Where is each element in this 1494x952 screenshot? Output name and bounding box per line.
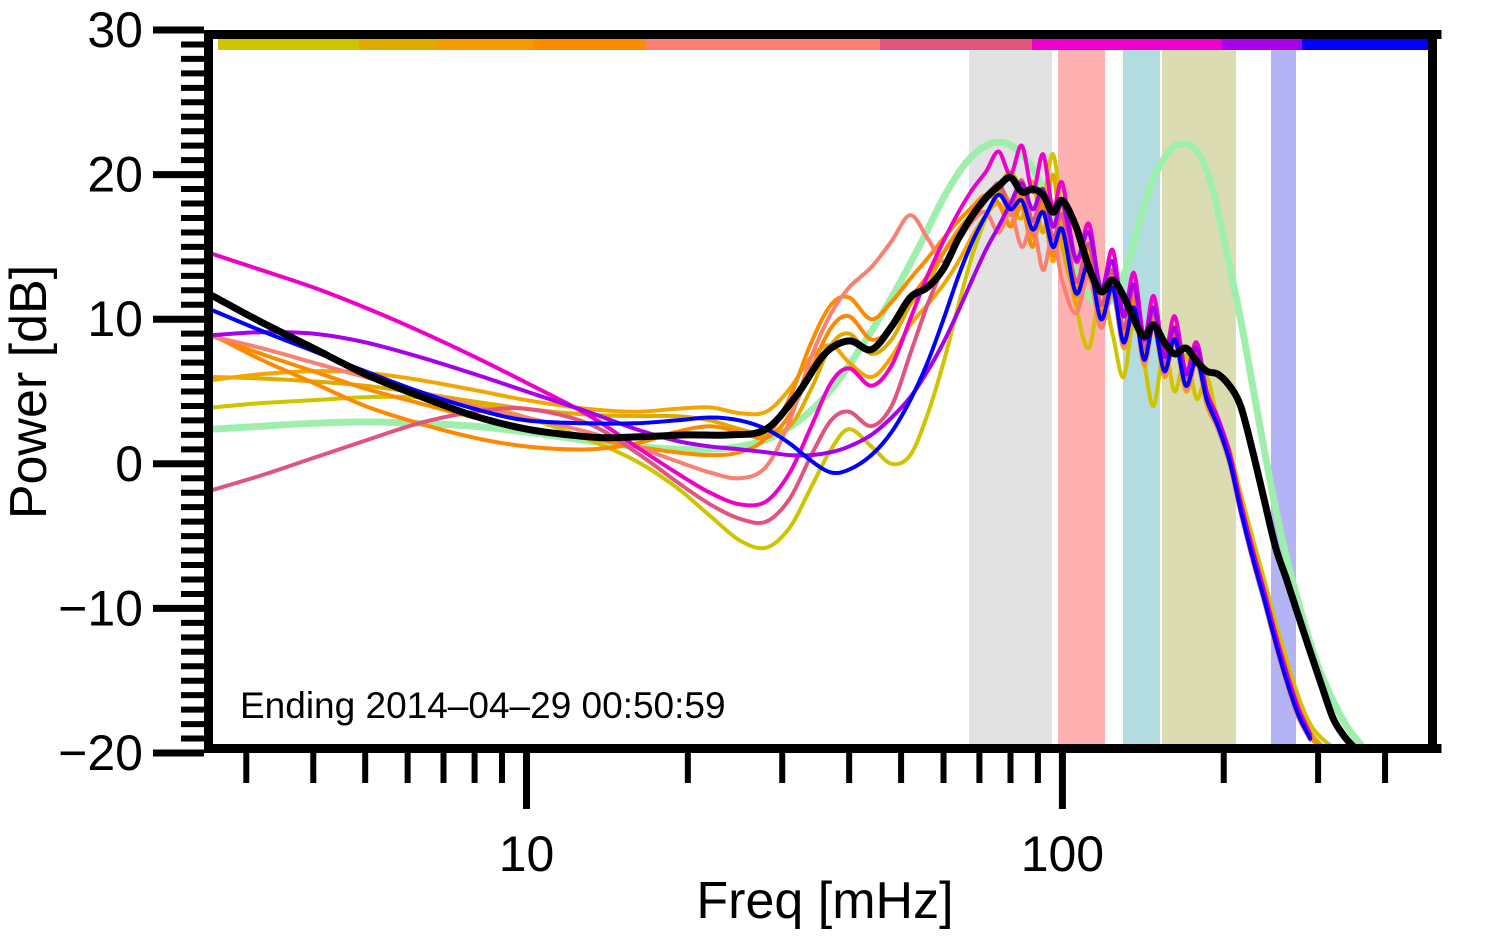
colorbar-segment-2 — [437, 38, 534, 50]
curve-spec-blue — [213, 192, 1313, 741]
band-khaki — [1162, 49, 1236, 753]
ending-timestamp-annotation: Ending 2014–04–29 00:50:59 — [240, 685, 726, 726]
ytick-label: 0 — [115, 436, 143, 492]
frame-right — [1428, 30, 1437, 753]
frame-top — [208, 30, 1442, 39]
ytick-label: 20 — [87, 147, 143, 203]
x-axis-label: Freq [mHz] — [696, 872, 953, 930]
ytick-label: −10 — [58, 580, 143, 636]
colorbar-segment-8 — [1302, 38, 1437, 50]
colorbar-segment-7 — [1222, 38, 1302, 50]
frame-bottom — [208, 744, 1442, 753]
y-axis-label: Power [dB] — [0, 265, 58, 519]
ytick-label: 10 — [87, 291, 143, 347]
axis-ticks — [153, 26, 1389, 809]
axes-frame — [204, 30, 1442, 753]
colorbar-segment-1 — [359, 38, 437, 50]
colorbar-segment-4 — [645, 38, 880, 50]
time-colorbar — [218, 38, 1437, 50]
colorbar-segment-5 — [880, 38, 1032, 50]
spectra-curves — [213, 138, 1365, 751]
band-pink — [1058, 49, 1105, 753]
band-gray — [969, 49, 1052, 753]
colorbar-segment-0 — [218, 38, 359, 50]
curve-mean — [213, 173, 1358, 751]
axis-tick-labels: −20 −10 0 10 20 30 10 100 — [58, 2, 1104, 882]
frame-left — [204, 30, 213, 753]
xtick-label: 100 — [1021, 826, 1104, 882]
colorbar-segment-6 — [1032, 38, 1222, 50]
colorbar-segment-3 — [534, 38, 645, 50]
xtick-label: 10 — [499, 826, 555, 882]
ytick-label: 30 — [87, 2, 143, 58]
ytick-label: −20 — [58, 725, 143, 781]
